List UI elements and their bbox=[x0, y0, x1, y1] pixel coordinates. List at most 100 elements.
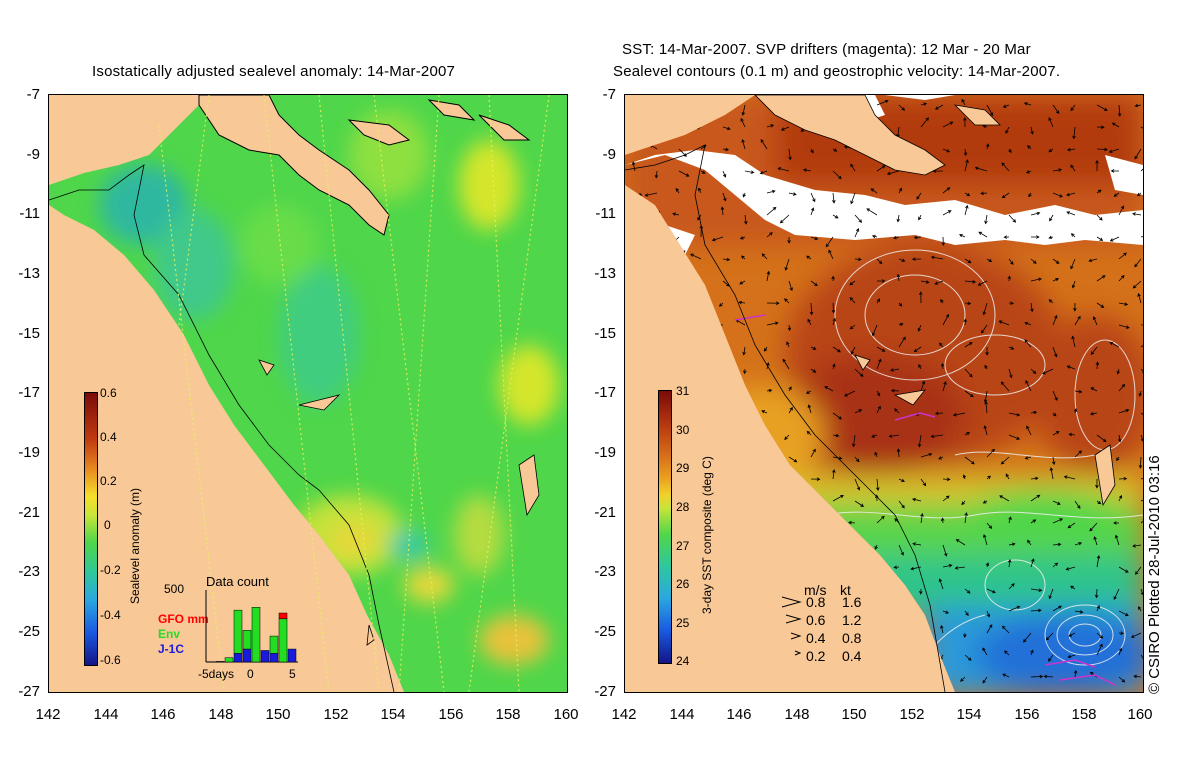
velocity-vector bbox=[983, 425, 988, 436]
velocity-vector bbox=[722, 257, 731, 262]
histogram-bar-j1c bbox=[215, 661, 225, 663]
velocity-vector bbox=[896, 273, 901, 282]
velocity-vector bbox=[912, 497, 922, 502]
velocity-vector bbox=[1048, 117, 1054, 128]
velocity-vector bbox=[1089, 522, 1098, 532]
velocity-vector bbox=[874, 451, 878, 458]
velocity-vector bbox=[886, 170, 900, 176]
velocity-vector bbox=[1118, 676, 1126, 683]
velocity-vector bbox=[978, 231, 988, 238]
velocity-vector bbox=[876, 298, 881, 304]
velocity-vector bbox=[938, 578, 944, 590]
velocity-vector bbox=[1052, 542, 1062, 547]
velocity-vector bbox=[911, 257, 922, 261]
velocity-vector bbox=[672, 212, 680, 216]
left-map-title: Isostatically adjusted sealevel anomaly:… bbox=[92, 63, 456, 80]
velocity-vector bbox=[1137, 192, 1142, 197]
velocity-vector bbox=[961, 500, 966, 506]
left-lat-tick: -7 bbox=[26, 86, 40, 103]
velocity-vector bbox=[876, 358, 882, 370]
velocity-vector bbox=[982, 302, 988, 316]
velocity-vector bbox=[1049, 214, 1054, 222]
velocity-vector bbox=[1005, 126, 1010, 134]
velocity-vector bbox=[1132, 212, 1142, 216]
velocity-vector bbox=[894, 408, 900, 414]
velocity-vector bbox=[1118, 383, 1126, 392]
left-lon-tick: 160 bbox=[553, 706, 579, 723]
velocity-vector bbox=[1096, 302, 1105, 308]
velocity-vector bbox=[1096, 236, 1104, 241]
velocity-vector bbox=[1063, 475, 1076, 480]
velocity-vector bbox=[982, 676, 988, 684]
velocity-vector bbox=[1113, 588, 1120, 601]
velocity-vector bbox=[1071, 335, 1076, 348]
velocity-vector bbox=[805, 390, 812, 394]
velocity-vector bbox=[1070, 233, 1076, 238]
velocity-vector bbox=[940, 362, 945, 370]
velocity-vector bbox=[986, 448, 995, 458]
new-guinea-land-r bbox=[754, 95, 1001, 176]
velocity-vector bbox=[1008, 434, 1021, 440]
velocity-vector bbox=[744, 214, 748, 225]
velocity-vector bbox=[934, 104, 944, 110]
velocity-vector bbox=[1118, 274, 1125, 282]
velocity-vector bbox=[876, 478, 880, 492]
sealevel-cb-tick: -0.6 bbox=[100, 653, 121, 667]
velocity-vector bbox=[1067, 522, 1076, 529]
velocity-vector bbox=[766, 232, 773, 238]
right-lat-tick: -9 bbox=[602, 146, 616, 163]
velocity-vector bbox=[942, 563, 953, 568]
velocity-vector bbox=[832, 148, 838, 152]
velocity-vector bbox=[964, 258, 972, 264]
velocity-vector bbox=[920, 102, 928, 106]
velocity-vector bbox=[1008, 605, 1021, 612]
velocity-vector bbox=[1048, 299, 1054, 304]
velocity-vector bbox=[977, 280, 988, 286]
velocity-vector bbox=[1140, 475, 1143, 480]
velocity-legend-ms: 0.2 bbox=[806, 648, 826, 664]
velocity-vector bbox=[854, 456, 860, 463]
velocity-vector bbox=[1052, 192, 1063, 198]
velocity-vector bbox=[1138, 606, 1142, 612]
velocity-vector bbox=[788, 386, 792, 392]
right-map-title-line2: Sealevel contours (0.1 m) and geostrophi… bbox=[613, 63, 1061, 80]
velocity-vector bbox=[741, 104, 746, 116]
velocity-vector bbox=[984, 214, 988, 225]
sealevel-cb-tick: 0.4 bbox=[100, 430, 117, 444]
velocity-vector bbox=[849, 297, 856, 304]
velocity-vector bbox=[898, 258, 906, 262]
velocity-vector bbox=[898, 478, 905, 483]
velocity-legend-kt: 0.4 bbox=[842, 648, 862, 664]
velocity-vector bbox=[1008, 368, 1013, 379]
velocity-vector bbox=[1114, 534, 1120, 546]
velocity-vector bbox=[854, 409, 863, 414]
velocity-vector bbox=[1048, 148, 1054, 153]
sealevel-colorbar bbox=[84, 392, 98, 666]
velocity-vector bbox=[1117, 434, 1122, 443]
left-lat-tick: -27 bbox=[18, 683, 40, 700]
velocity-vector bbox=[854, 368, 864, 377]
velocity-vector bbox=[807, 318, 812, 326]
histogram-bar-env bbox=[224, 657, 234, 663]
velocity-vector bbox=[700, 170, 706, 174]
velocity-vector bbox=[766, 388, 773, 393]
velocity-vector bbox=[832, 494, 844, 502]
velocity-vector bbox=[1008, 148, 1012, 154]
velocity-vector bbox=[898, 500, 905, 509]
velocity-vector bbox=[1052, 518, 1064, 524]
velocity-legend-ms: 0.8 bbox=[806, 594, 826, 610]
svp-drifter-tracks bbox=[734, 314, 1116, 686]
velocity-vector bbox=[1003, 650, 1010, 656]
velocity-vector bbox=[1140, 434, 1143, 443]
velocity-vector bbox=[1074, 315, 1081, 326]
velocity-vector bbox=[938, 456, 944, 460]
velocity-vector bbox=[876, 390, 881, 397]
velocity-vector bbox=[1008, 516, 1012, 524]
velocity-vector bbox=[920, 512, 924, 524]
velocity-vector bbox=[763, 346, 768, 352]
velocity-vector bbox=[1030, 674, 1044, 679]
velocity-vector bbox=[986, 475, 991, 480]
altimeter-tracks bbox=[158, 95, 550, 692]
velocity-vector bbox=[810, 477, 821, 481]
velocity-vector bbox=[1023, 102, 1032, 106]
